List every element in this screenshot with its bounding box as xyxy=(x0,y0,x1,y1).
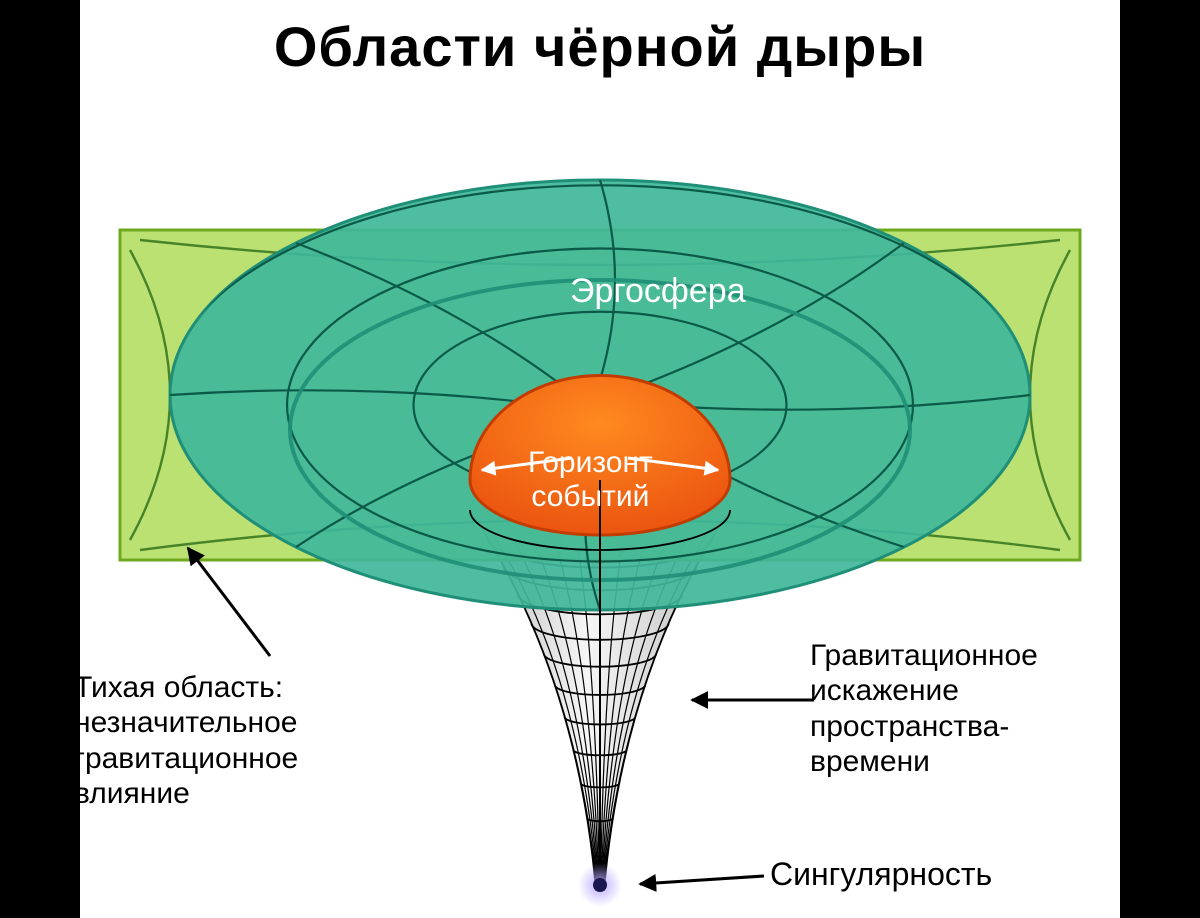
label-spacetime-distortion: Гравитационноеискажениепространства-врем… xyxy=(810,638,1120,780)
label-event-horizon: Горизонтсобытий xyxy=(528,446,653,513)
diagram-stage: Области чёрной дыры Эргосфера Горизонтсо… xyxy=(80,0,1120,918)
page-title: Области чёрной дыры xyxy=(80,14,1120,79)
label-singularity: Сингулярность xyxy=(770,856,992,894)
label-quiet-region: Тихая область:незначительноегравитационн… xyxy=(74,670,298,812)
label-ergosphere: Эргосфера xyxy=(570,272,746,310)
